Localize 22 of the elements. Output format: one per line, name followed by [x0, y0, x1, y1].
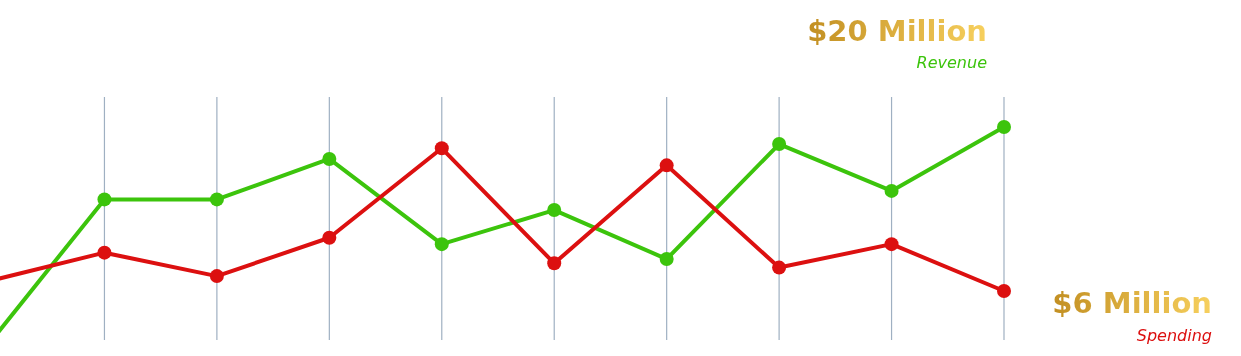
point	[322, 151, 337, 166]
point	[659, 252, 674, 267]
point	[209, 269, 224, 284]
point	[434, 141, 449, 156]
point	[997, 120, 1011, 134]
point	[884, 237, 899, 252]
point	[772, 137, 787, 152]
point	[434, 237, 449, 252]
text: Spending	[1136, 326, 1212, 345]
point	[772, 260, 787, 275]
point	[322, 230, 337, 245]
annotation: $6 Million	[1052, 286, 1212, 320]
point	[97, 245, 112, 260]
text: $20 Million	[807, 14, 987, 48]
text: Revenue	[916, 53, 987, 72]
point	[659, 158, 674, 173]
point	[997, 284, 1011, 299]
point	[97, 192, 112, 207]
point	[547, 256, 562, 271]
point	[884, 183, 899, 198]
point	[209, 192, 224, 207]
point	[547, 203, 562, 218]
